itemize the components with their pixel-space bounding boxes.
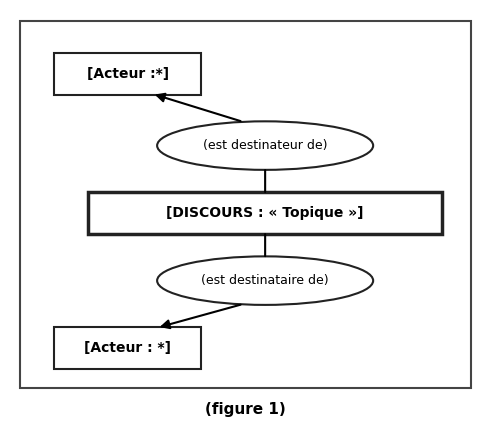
Text: (est destinateur de): (est destinateur de): [203, 139, 327, 152]
Text: (figure 1): (figure 1): [205, 402, 286, 417]
Ellipse shape: [157, 256, 373, 305]
Bar: [20, 21, 471, 388]
Bar: [88, 192, 442, 234]
Bar: [54, 327, 201, 369]
Ellipse shape: [157, 121, 373, 170]
Bar: [54, 53, 201, 95]
Text: [DISCOURS : « Topique »]: [DISCOURS : « Topique »]: [166, 206, 364, 220]
Text: (est destinataire de): (est destinataire de): [201, 274, 329, 287]
Text: [Acteur :*]: [Acteur :*]: [86, 67, 169, 81]
Text: [Acteur : *]: [Acteur : *]: [84, 341, 171, 355]
